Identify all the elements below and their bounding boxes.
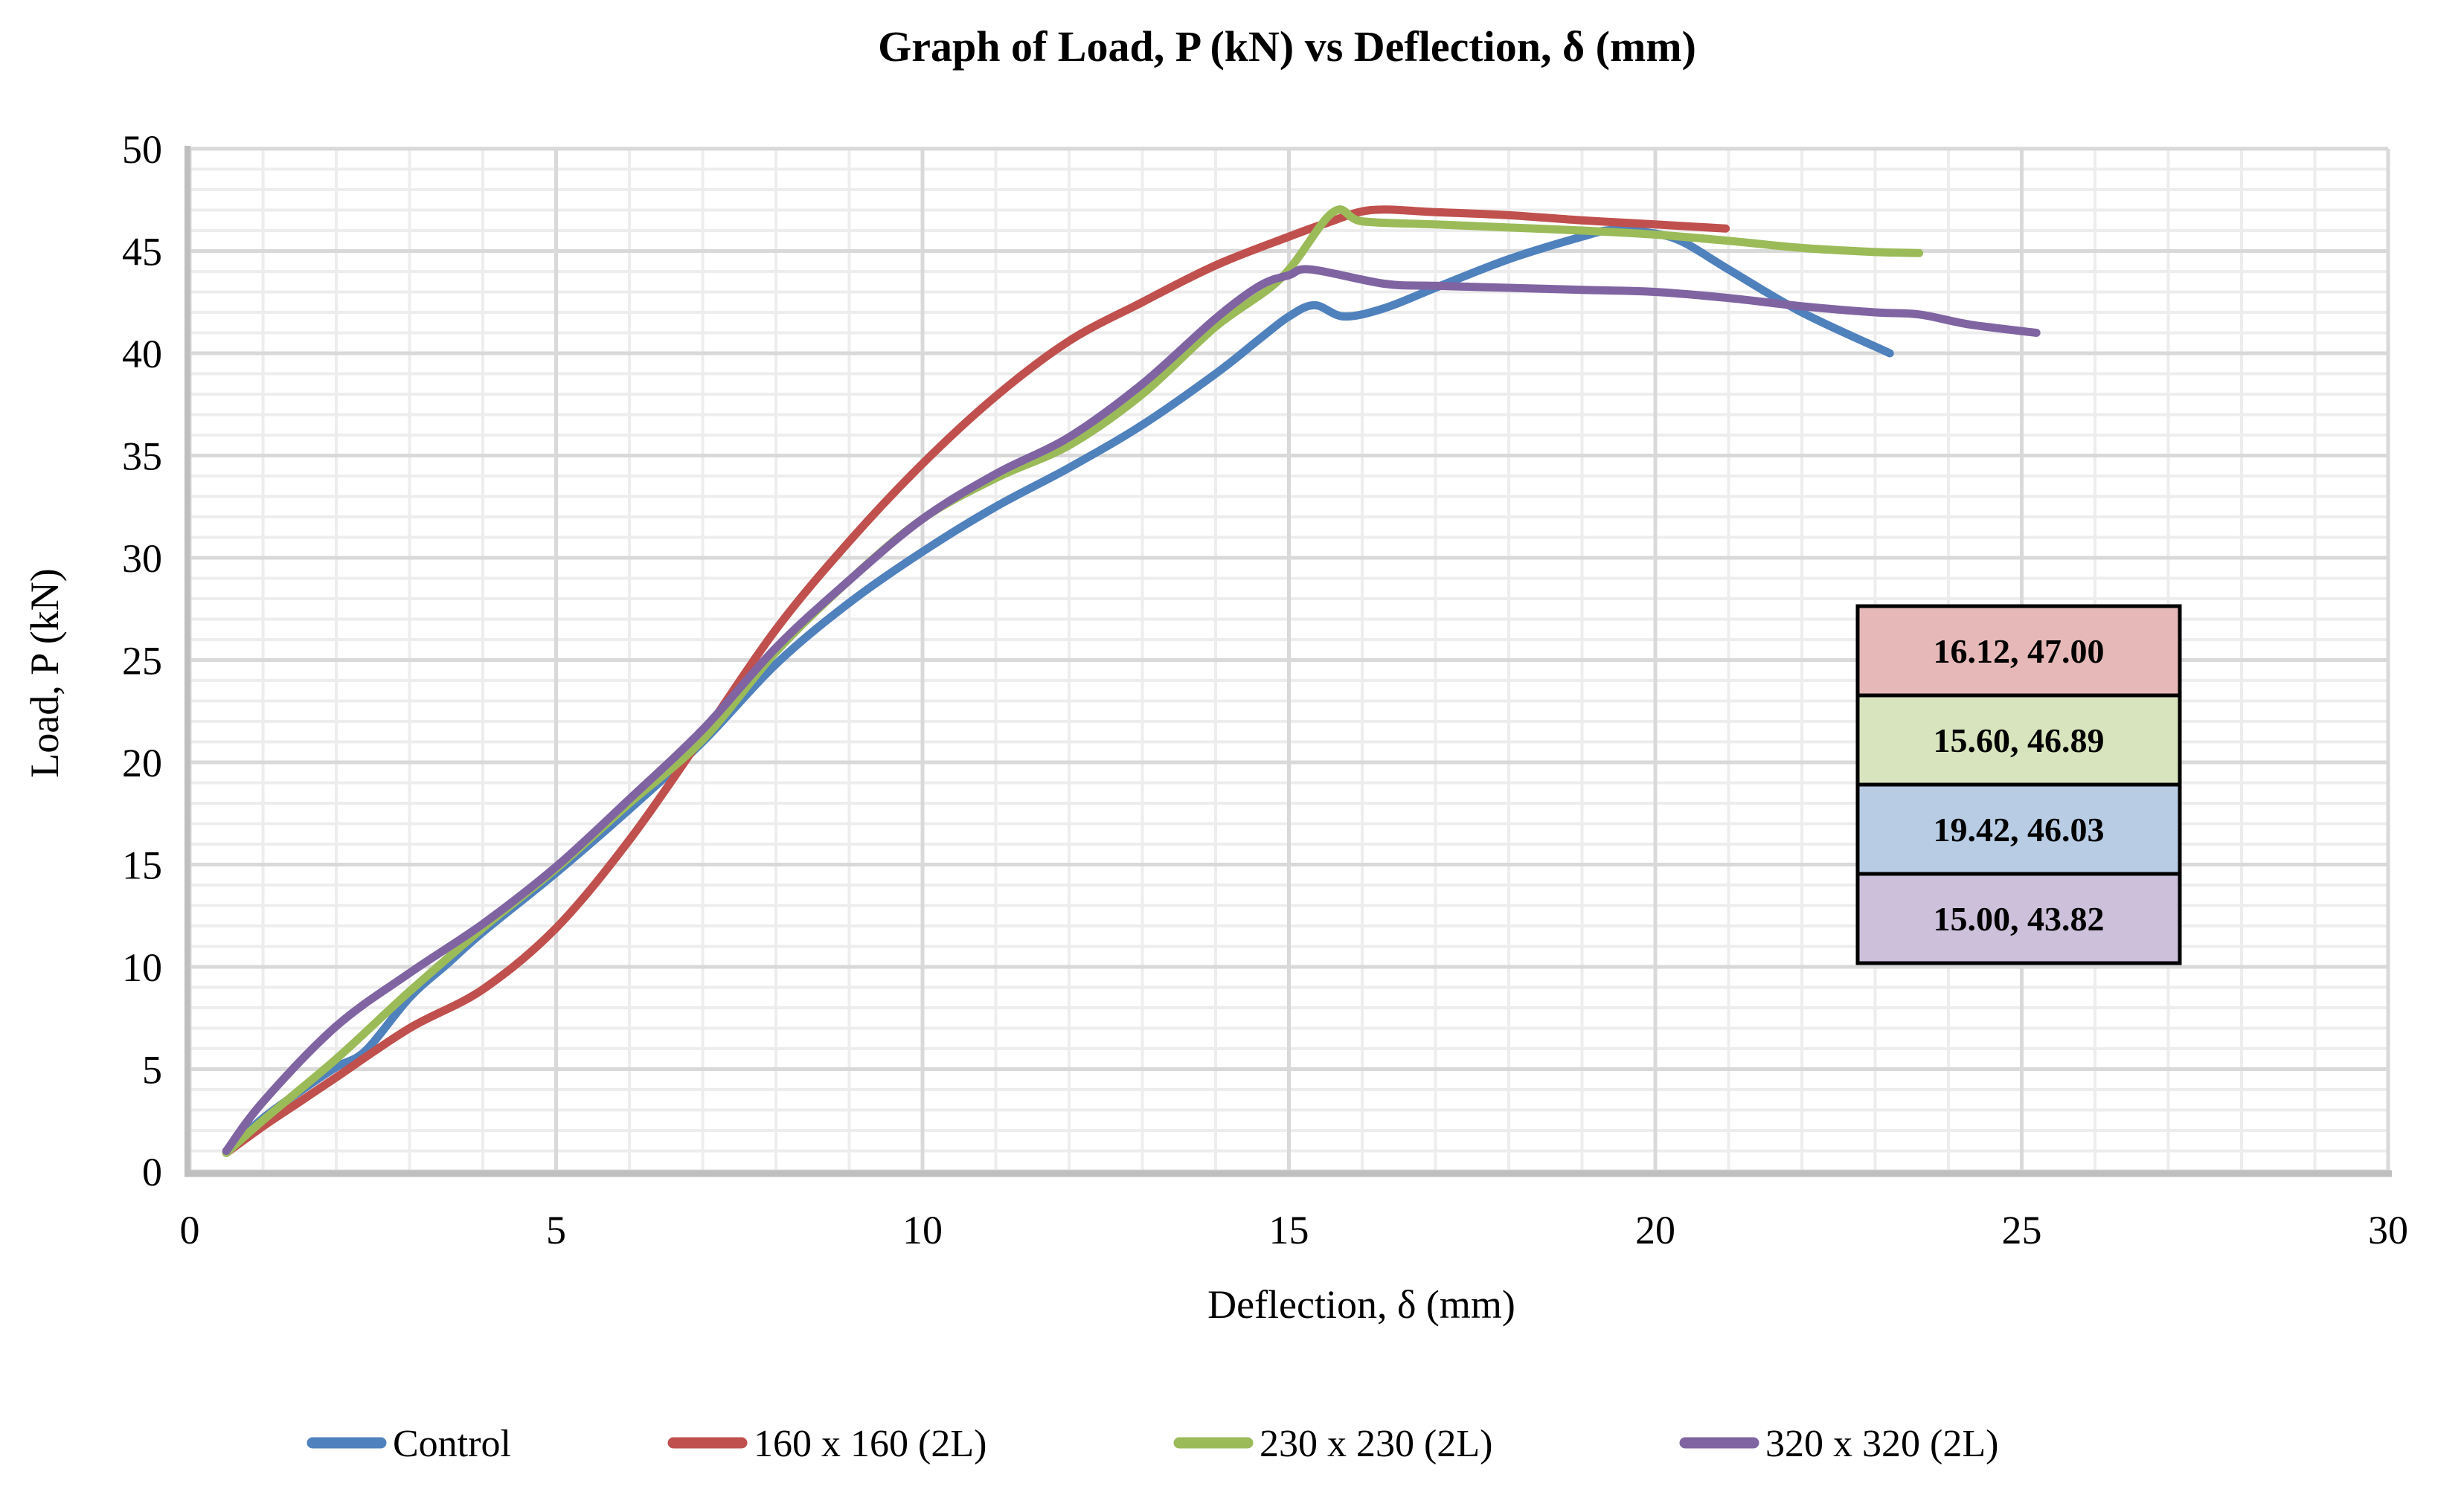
annotation-peak-value: 15.00, 43.82 (1934, 900, 2105, 938)
annotation-peak-value: 16.12, 47.00 (1934, 632, 2105, 670)
annotation-cell (1855, 782, 2182, 876)
y-tick-label: 20 (122, 741, 162, 785)
y-tick-label: 45 (122, 230, 162, 274)
y-tick-label: 30 (122, 536, 162, 581)
x-tick-label: 30 (2368, 1208, 2408, 1252)
annotation-cell (1855, 872, 2182, 965)
tick-labels: 0 5 10 15 20 25 30 0 5 10 15 20 25 30 35 40 45 50 (122, 127, 2408, 1252)
annotation-peak-value: 15.60, 46.89 (1934, 721, 2105, 759)
annotation-peak-value: 19.42, 46.03 (1934, 811, 2105, 849)
x-tick-label: 0 (180, 1208, 200, 1252)
series-line-160-x-160-2l (222, 205, 1730, 1157)
legend: Control 160 x 160 (2L) 230 x 230 (2L) 320 x… (307, 1423, 1998, 1465)
legend-label: Control (393, 1423, 511, 1465)
chart-title: Graph of Load, P (kN) vs Deflection, δ (… (878, 22, 1696, 71)
annotation-cell (1855, 693, 2182, 787)
legend-label: 230 x 230 (2L) (1260, 1423, 1492, 1465)
y-tick-label: 15 (122, 843, 162, 888)
x-tick-label: 25 (2002, 1208, 2042, 1252)
x-tick-label: 5 (546, 1208, 566, 1252)
x-tick-label: 15 (1269, 1208, 1309, 1252)
legend-label: 160 x 160 (2L) (754, 1423, 986, 1465)
y-tick-label: 10 (122, 945, 162, 990)
series-line-control (222, 225, 1894, 1155)
y-tick-label: 35 (122, 434, 162, 479)
y-tick-label: 40 (122, 332, 162, 376)
data-series (222, 205, 2041, 1157)
axis-lines (185, 146, 2392, 1177)
y-tick-label: 25 (122, 639, 162, 683)
legend-label: 320 x 320 (2L) (1765, 1423, 1998, 1465)
y-tick-label: 5 (142, 1048, 162, 1093)
peak-annotation-box: 16.12, 47.00 15.60, 46.89 19.42, 46.03 15.0… (1855, 604, 2182, 965)
series-line-320-x-320-2l (222, 265, 2041, 1155)
y-tick-label: 0 (142, 1150, 162, 1194)
x-tick-label: 20 (1635, 1208, 1675, 1252)
x-axis-title: Deflection, δ (mm) (1207, 1282, 1515, 1327)
x-tick-label: 10 (902, 1208, 943, 1252)
y-axis-title: Load, P (kN) (22, 568, 67, 777)
y-tick-label: 50 (122, 127, 162, 172)
